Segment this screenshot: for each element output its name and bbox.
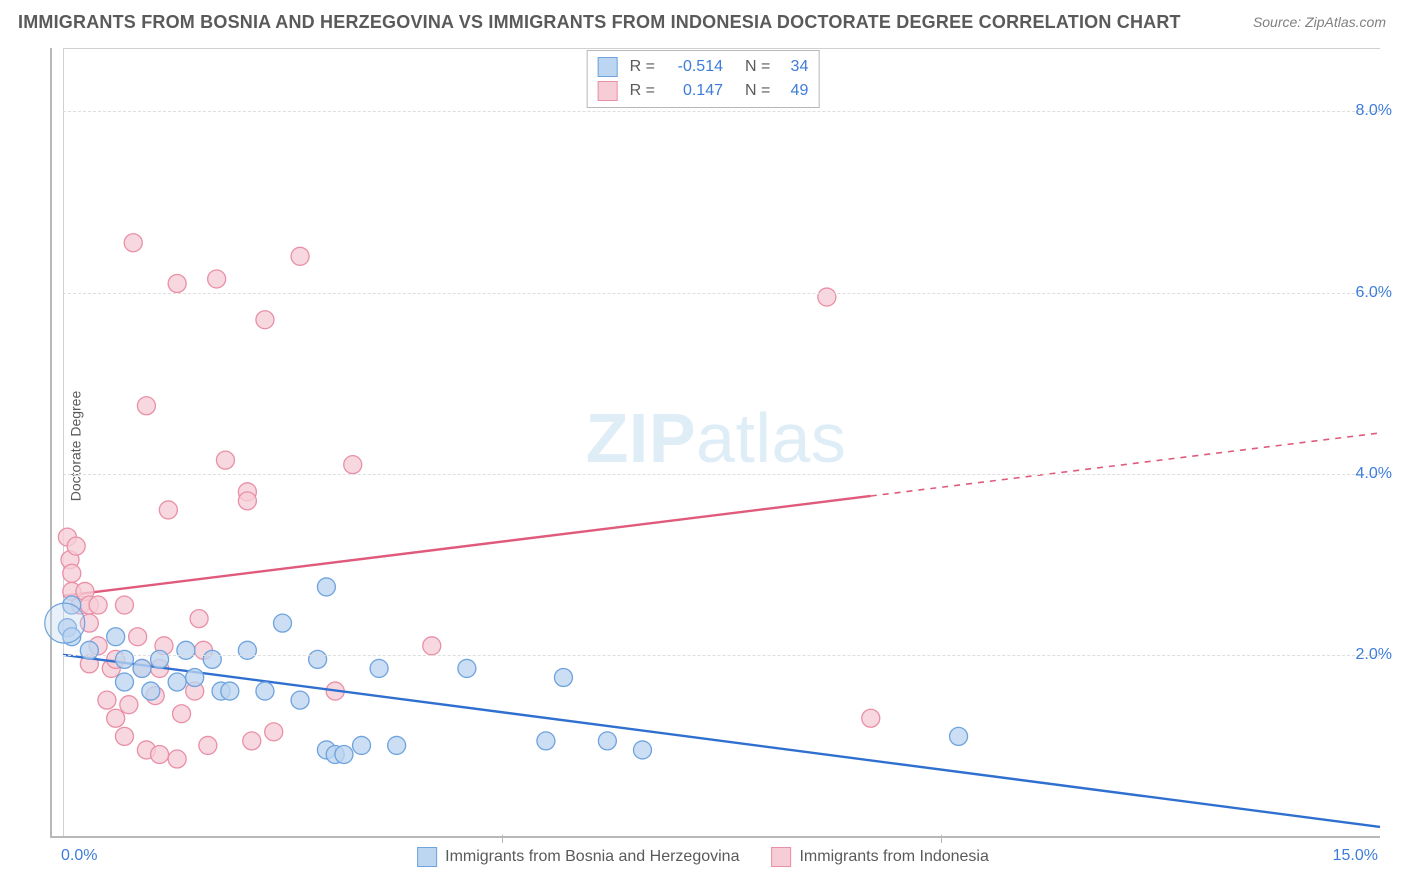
data-point — [80, 641, 98, 659]
n-value-bosnia: 34 — [778, 55, 808, 79]
data-point — [151, 745, 169, 763]
n-label: N = — [745, 79, 770, 103]
y-tick-label: 8.0% — [1356, 102, 1392, 120]
gridline-h — [63, 293, 1380, 294]
data-point — [129, 628, 147, 646]
data-point — [67, 537, 85, 555]
data-point — [208, 270, 226, 288]
data-point — [89, 596, 107, 614]
data-point — [168, 673, 186, 691]
data-point — [388, 736, 406, 754]
data-point — [238, 492, 256, 510]
r-label: R = — [630, 79, 655, 103]
data-point — [168, 274, 186, 292]
legend-swatch-bosnia — [598, 57, 618, 77]
n-value-indonesia: 49 — [778, 79, 808, 103]
scatter-svg — [52, 48, 1380, 836]
x-tick-label: 15.0% — [1333, 847, 1378, 865]
data-point — [115, 673, 133, 691]
data-point — [291, 691, 309, 709]
data-point — [458, 659, 476, 677]
data-point — [274, 614, 292, 632]
data-point — [598, 732, 616, 750]
data-point — [256, 311, 274, 329]
r-label: R = — [630, 55, 655, 79]
data-point — [633, 741, 651, 759]
data-point — [115, 727, 133, 745]
data-point — [98, 691, 116, 709]
data-point — [107, 709, 125, 727]
data-point — [124, 234, 142, 252]
legend-row-bosnia: R = -0.514 N = 34 — [598, 55, 809, 79]
data-point — [243, 732, 261, 750]
series-legend: Immigrants from Bosnia and Herzegovina I… — [417, 847, 989, 867]
legend-label-bosnia: Immigrants from Bosnia and Herzegovina — [445, 848, 739, 866]
data-point — [63, 564, 81, 582]
data-point — [265, 723, 283, 741]
chart-plot-area: ZIPatlas — [50, 48, 1380, 838]
data-point — [950, 727, 968, 745]
legend-swatch-indonesia — [598, 81, 618, 101]
n-label: N = — [745, 55, 770, 79]
data-point — [216, 451, 234, 469]
chart-title: IMMIGRANTS FROM BOSNIA AND HERZEGOVINA V… — [18, 12, 1181, 33]
data-point — [256, 682, 274, 700]
gridline-h — [63, 111, 1380, 112]
data-point — [120, 696, 138, 714]
r-value-bosnia: -0.514 — [663, 55, 723, 79]
data-point — [142, 682, 160, 700]
y-tick-label: 4.0% — [1356, 465, 1392, 483]
data-point — [190, 610, 208, 628]
data-point — [818, 288, 836, 306]
data-point — [309, 650, 327, 668]
gridline-h — [63, 474, 1380, 475]
source-attribution: Source: ZipAtlas.com — [1253, 14, 1386, 30]
data-point — [177, 641, 195, 659]
data-point — [173, 705, 191, 723]
data-point — [199, 736, 217, 754]
gridline-v — [941, 835, 942, 843]
data-point — [115, 650, 133, 668]
data-point — [862, 709, 880, 727]
data-point — [238, 641, 256, 659]
legend-row-indonesia: R = 0.147 N = 49 — [598, 79, 809, 103]
data-point — [221, 682, 239, 700]
x-tick-label: 0.0% — [61, 847, 97, 865]
data-point — [151, 650, 169, 668]
y-tick-label: 2.0% — [1356, 646, 1392, 664]
data-point — [137, 397, 155, 415]
data-point — [344, 456, 362, 474]
data-point — [168, 750, 186, 768]
data-point — [133, 659, 151, 677]
correlation-legend: R = -0.514 N = 34 R = 0.147 N = 49 — [587, 50, 820, 108]
gridline-v — [502, 835, 503, 843]
data-point — [554, 668, 572, 686]
r-value-indonesia: 0.147 — [663, 79, 723, 103]
data-point — [291, 247, 309, 265]
data-point — [203, 650, 221, 668]
data-point — [353, 736, 371, 754]
legend-item-indonesia: Immigrants from Indonesia — [771, 847, 988, 867]
legend-swatch-indonesia — [771, 847, 791, 867]
data-point — [335, 745, 353, 763]
data-point — [423, 637, 441, 655]
legend-swatch-bosnia — [417, 847, 437, 867]
data-point — [115, 596, 133, 614]
data-point — [186, 668, 204, 686]
data-point — [537, 732, 555, 750]
y-tick-label: 6.0% — [1356, 284, 1392, 302]
data-point — [370, 659, 388, 677]
legend-label-indonesia: Immigrants from Indonesia — [799, 848, 988, 866]
gridline-h — [63, 655, 1380, 656]
data-point — [317, 578, 335, 596]
data-point — [107, 628, 125, 646]
data-point — [159, 501, 177, 519]
legend-item-bosnia: Immigrants from Bosnia and Herzegovina — [417, 847, 739, 867]
